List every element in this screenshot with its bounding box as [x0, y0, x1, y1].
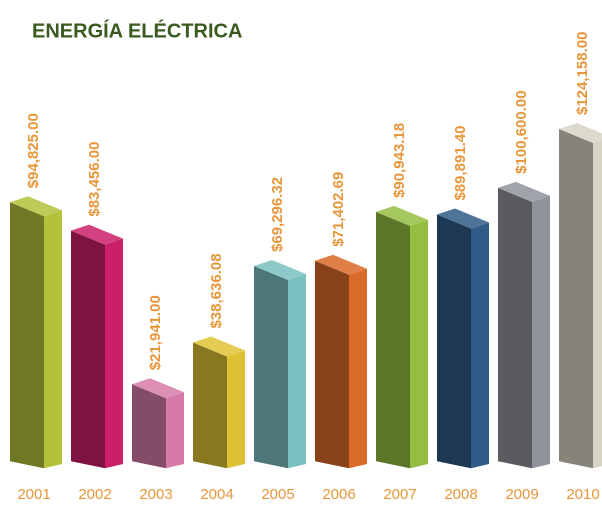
value-label: $38,636.08	[208, 253, 225, 328]
bar-side-face	[288, 273, 306, 469]
value-label: $83,456.00	[86, 142, 103, 217]
x-tick-label: 2004	[200, 486, 233, 503]
bar-top-face	[437, 208, 489, 229]
bar-side-face	[593, 140, 602, 469]
bar-side-face	[349, 268, 367, 469]
bar-front-face	[498, 187, 532, 469]
bar	[559, 123, 602, 469]
bar-front-face	[132, 384, 166, 469]
bar-side-face	[166, 392, 184, 469]
chart-title: ENERGÍA ELÉCTRICA	[32, 19, 242, 42]
value-label: $69,296.32	[269, 177, 286, 252]
bar-side-face	[471, 222, 489, 469]
bar-side-face	[105, 238, 123, 469]
x-tick-label: 2007	[383, 486, 416, 503]
bar	[498, 181, 550, 469]
bar-front-face	[71, 230, 105, 469]
bar-front-face	[193, 342, 227, 469]
bar	[132, 378, 184, 469]
x-tick-label: 2006	[322, 486, 355, 503]
bar-top-face	[71, 224, 123, 245]
x-tick-label: 2005	[261, 486, 294, 503]
x-tick-label: 2010	[566, 486, 599, 503]
bar-side-face	[227, 350, 245, 469]
bar-top-face	[193, 336, 245, 357]
bar	[193, 336, 245, 469]
x-tick-label: 2008	[444, 486, 477, 503]
bar-front-face	[315, 260, 349, 469]
bar-front-face	[10, 202, 44, 469]
x-tick-label: 2003	[139, 486, 172, 503]
value-label: $89,891.40	[452, 125, 469, 200]
bar	[71, 224, 123, 469]
bar-side-face	[44, 210, 62, 469]
x-tick-label: 2009	[505, 486, 538, 503]
value-label: $90,943.18	[391, 123, 408, 198]
bar-top-face	[498, 181, 550, 202]
value-label: $71,402.69	[330, 172, 347, 247]
bar-side-face	[532, 195, 550, 469]
value-label: $94,825.00	[25, 113, 42, 188]
bar-top-face	[315, 254, 367, 275]
bar	[437, 208, 489, 469]
bar-top-face	[376, 205, 428, 226]
x-tick-label: 2001	[17, 486, 50, 503]
bar-front-face	[254, 265, 288, 469]
bar-front-face	[559, 129, 593, 469]
bar-top-face	[10, 196, 62, 217]
bar-top-face	[254, 259, 306, 280]
bar-side-face	[410, 219, 428, 469]
bar	[376, 205, 428, 469]
bar-top-face	[132, 378, 184, 399]
bar-front-face	[376, 211, 410, 469]
x-tick-label: 2002	[78, 486, 111, 503]
bar-front-face	[437, 214, 471, 469]
value-label: $21,941.00	[147, 295, 164, 370]
bar	[315, 254, 367, 469]
bar	[10, 196, 62, 469]
value-label: $100,600.00	[513, 90, 530, 173]
bar-top-face	[559, 123, 602, 143]
value-label: $124,158.00	[574, 32, 591, 115]
bar	[254, 259, 306, 469]
